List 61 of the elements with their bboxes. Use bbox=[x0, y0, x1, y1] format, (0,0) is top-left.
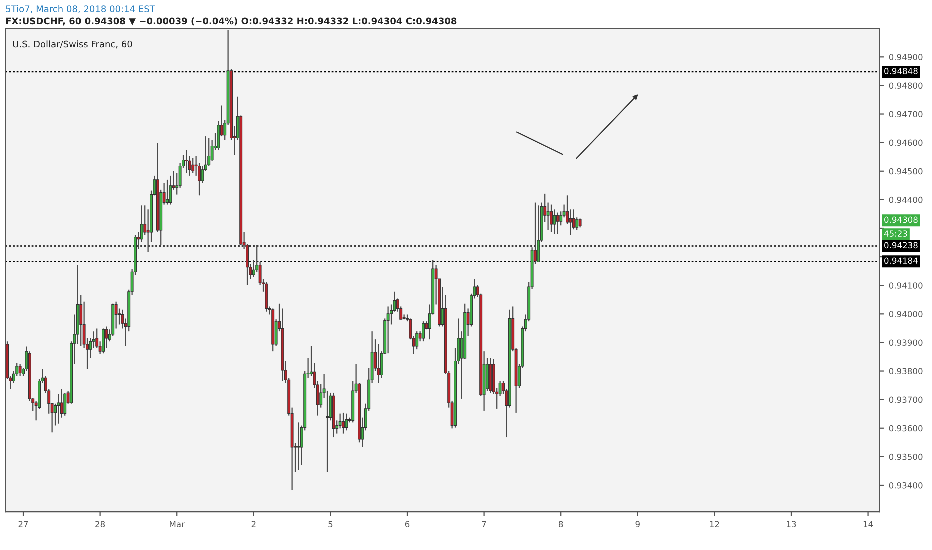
y-tick-label: 0.94100 bbox=[889, 282, 923, 289]
candlestick bbox=[345, 413, 348, 432]
y-tick-label: 0.93700 bbox=[889, 396, 923, 404]
y-tick-label: 0.93500 bbox=[889, 454, 923, 460]
x-tick-label: 6 bbox=[405, 521, 410, 528]
candlestick bbox=[576, 217, 579, 232]
x-tick-label: 27 bbox=[18, 521, 28, 528]
candlestick bbox=[208, 138, 211, 167]
x-tick-label: 28 bbox=[96, 521, 106, 528]
candlestick bbox=[550, 204, 553, 234]
ref-line-label: 0.94238 bbox=[884, 242, 918, 249]
x-tick-label: 13 bbox=[787, 521, 796, 528]
chart-subtitle: FX:USDCHF, 60 0.94308 ▼ −0.00039 (−0.04%) O:0.94332 H:0.94332 L:0.94304 C:0.94308 bbox=[6, 18, 457, 26]
y-tick-label: 0.93800 bbox=[889, 368, 923, 375]
candlestick bbox=[169, 175, 172, 206]
text: 0.94308 bbox=[884, 216, 918, 224]
candlestick bbox=[422, 321, 425, 342]
x-tick-label: 9 bbox=[636, 521, 640, 528]
chart-title: 5Tio7, March 08, 2018 00:14 EST bbox=[6, 6, 156, 14]
candlestick bbox=[297, 422, 300, 471]
candlestick bbox=[166, 179, 169, 206]
annotation: U.S. Dollar/Swiss Franc, 60 bbox=[13, 40, 132, 49]
candlestick bbox=[118, 308, 121, 326]
candlestick bbox=[416, 331, 419, 350]
candlestick bbox=[377, 344, 380, 384]
x-tick-label: 2 bbox=[252, 521, 256, 528]
candlestick bbox=[80, 294, 83, 347]
y-tick-label: 0.93600 bbox=[889, 425, 923, 432]
candlestick bbox=[556, 212, 560, 236]
y-tick-label: 0.94800 bbox=[889, 82, 923, 89]
candlestick bbox=[553, 209, 556, 236]
text: 45:23 bbox=[884, 230, 908, 237]
x-tick-label: Mar bbox=[170, 521, 185, 528]
candlestick bbox=[326, 390, 329, 473]
candlestick bbox=[546, 202, 550, 232]
x-tick-label: 7 bbox=[482, 521, 486, 528]
candlestick bbox=[192, 158, 195, 174]
y-tick-label: 0.93400 bbox=[889, 482, 923, 489]
candlestick bbox=[386, 306, 390, 354]
x-tick-label: 14 bbox=[864, 521, 874, 528]
y-tick-label: 0.94600 bbox=[889, 140, 923, 146]
y-tick-label: 0.94500 bbox=[889, 168, 923, 175]
ref-line-label: 0.94848 bbox=[884, 68, 918, 74]
candlestick bbox=[105, 326, 108, 349]
candlestick bbox=[537, 205, 540, 263]
candlestick bbox=[57, 394, 60, 424]
y-tick-label: 0.94400 bbox=[889, 196, 923, 204]
candlestick bbox=[102, 328, 105, 354]
candlestick bbox=[18, 364, 22, 377]
x-tick-label: 5 bbox=[328, 521, 333, 528]
ref-line-label: 0.94184 bbox=[884, 258, 918, 264]
candlestick bbox=[569, 209, 572, 236]
y-tick-label: 0.94700 bbox=[889, 111, 923, 118]
y-tick-label: 0.94000 bbox=[889, 311, 923, 318]
candlestick bbox=[342, 412, 345, 434]
y-tick-label: 0.93900 bbox=[889, 340, 923, 346]
x-tick-label: 12 bbox=[710, 521, 720, 528]
x-tick-label: 8 bbox=[559, 521, 564, 528]
y-tick-label: 0.94900 bbox=[889, 54, 923, 60]
candlestick bbox=[185, 150, 188, 174]
candlestick bbox=[64, 392, 67, 416]
